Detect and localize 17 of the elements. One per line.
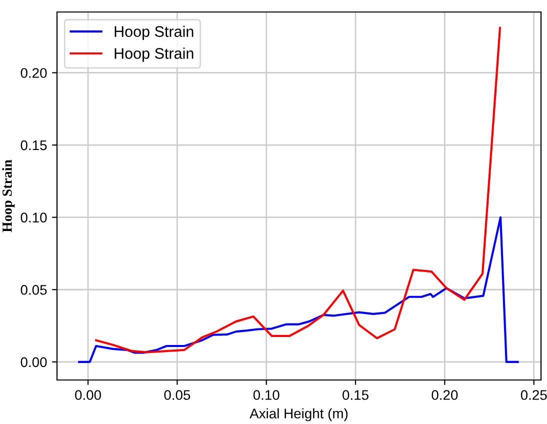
line-series [95, 26, 502, 354]
y-tick-label: 0.15 [20, 140, 47, 150]
y-tick-label: 0.10 [20, 212, 47, 222]
x-tick-label: 0.10 [253, 390, 280, 400]
legend-label: Hoop Strain [114, 26, 194, 40]
line-series [78, 216, 519, 363]
x-tick-label: 0.20 [432, 390, 458, 400]
x-axis-title: Axial Height (m) [250, 408, 348, 422]
y-tick-label: 0.05 [20, 284, 47, 295]
x-tick-label: 0.05 [164, 390, 190, 400]
y-tick-label: 0.00 [20, 357, 47, 368]
x-tick-label: 0.00 [75, 390, 102, 400]
x-tick-label: 0.25 [520, 390, 547, 400]
legend-label: Hoop Strain [114, 48, 194, 62]
x-tick-label: 0.15 [342, 390, 368, 400]
y-tick-label: 0.20 [20, 68, 47, 78]
y-axis-title: Hoop Strain [2, 160, 15, 232]
